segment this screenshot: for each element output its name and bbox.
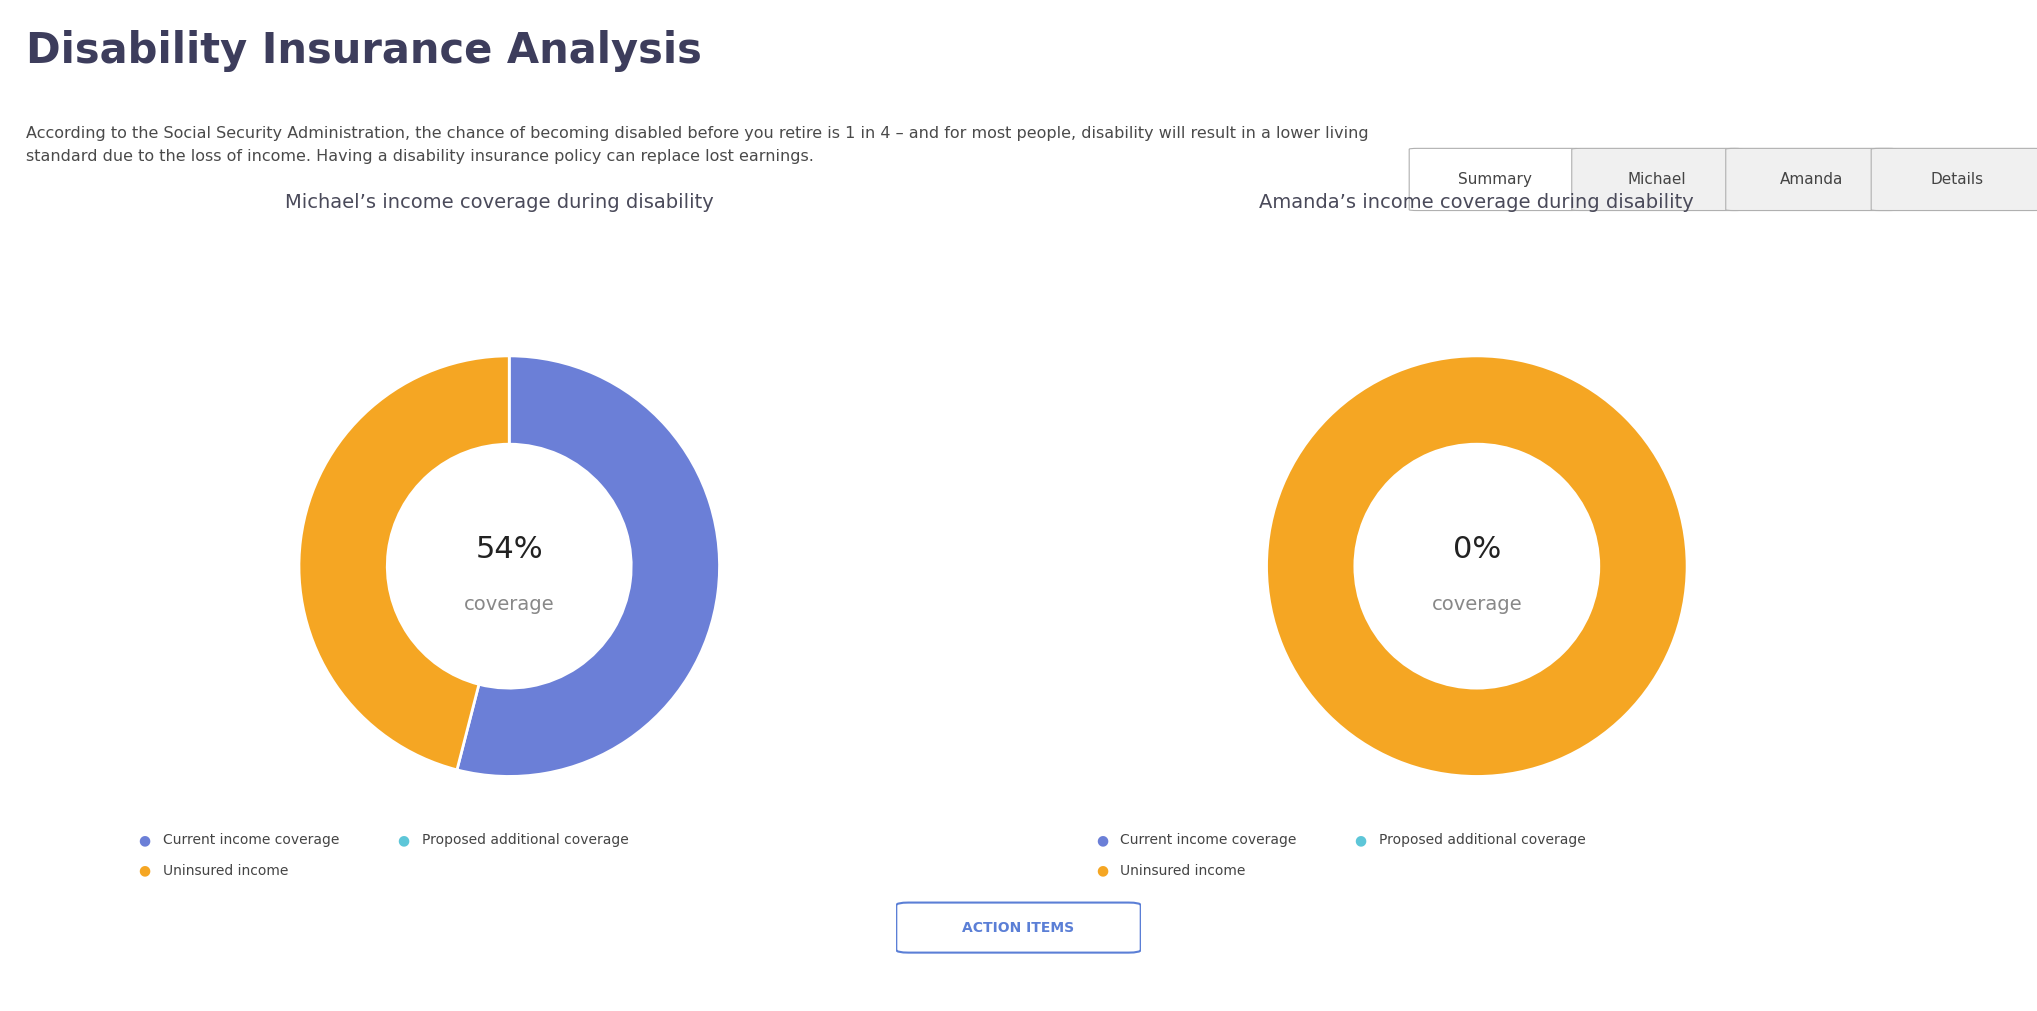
Text: ●: ● [1096, 863, 1108, 878]
Text: ●: ● [139, 863, 151, 878]
Text: Proposed additional coverage: Proposed additional coverage [1379, 833, 1585, 847]
Text: ACTION ITEMS: ACTION ITEMS [961, 921, 1076, 934]
Text: Details: Details [1931, 172, 1984, 187]
Text: Michael: Michael [1628, 172, 1687, 187]
Text: Amanda’s income coverage during disability: Amanda’s income coverage during disabili… [1259, 193, 1695, 212]
Text: 54%: 54% [475, 535, 544, 564]
Text: Proposed additional coverage: Proposed additional coverage [422, 833, 627, 847]
Text: Uninsured income: Uninsured income [1120, 863, 1247, 878]
FancyBboxPatch shape [896, 903, 1141, 952]
FancyBboxPatch shape [1872, 149, 2037, 210]
Text: Current income coverage: Current income coverage [1120, 833, 1298, 847]
FancyBboxPatch shape [1573, 149, 1744, 210]
FancyBboxPatch shape [16, 218, 2023, 944]
Text: Summary: Summary [1458, 172, 1532, 187]
FancyBboxPatch shape [1725, 149, 1896, 210]
Text: Current income coverage: Current income coverage [163, 833, 340, 847]
Text: According to the Social Security Administration, the chance of becoming disabled: According to the Social Security Adminis… [26, 126, 1369, 164]
Text: coverage: coverage [1432, 594, 1522, 614]
Text: ●: ● [139, 833, 151, 847]
Wedge shape [456, 356, 719, 776]
Text: Michael’s income coverage during disability: Michael’s income coverage during disabil… [285, 193, 713, 212]
Wedge shape [1267, 356, 1687, 776]
FancyBboxPatch shape [1410, 149, 1581, 210]
Text: Amanda: Amanda [1780, 172, 1843, 187]
Wedge shape [299, 356, 509, 769]
Text: Uninsured income: Uninsured income [163, 863, 289, 878]
Text: 0%: 0% [1452, 535, 1501, 564]
Text: ●: ● [1096, 833, 1108, 847]
Text: Disability Insurance Analysis: Disability Insurance Analysis [26, 30, 703, 73]
Text: ●: ● [397, 833, 409, 847]
Text: coverage: coverage [464, 594, 554, 614]
Text: ●: ● [1355, 833, 1367, 847]
